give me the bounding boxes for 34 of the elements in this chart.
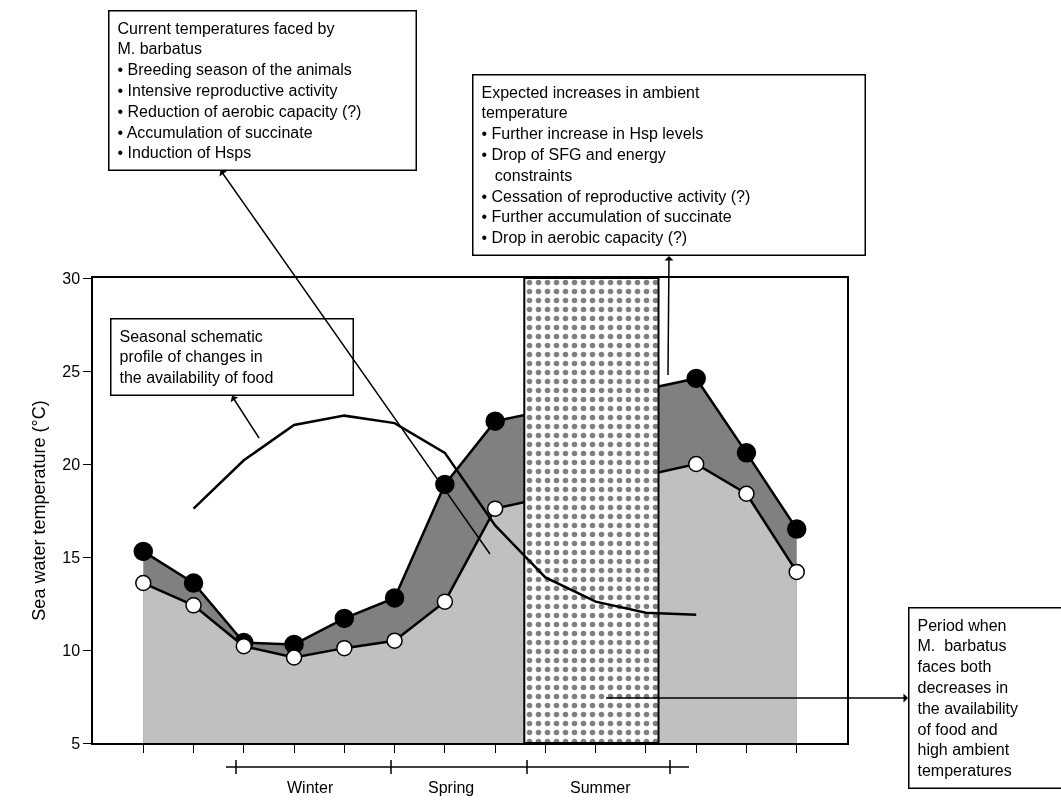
point	[687, 455, 705, 473]
point	[738, 485, 755, 502]
text: Current temperatures faced by M. barbatus • Breeding season of the animals • Intensive reproductive activity • Reduction of aerobic capacity (?) • Accumulation of succinate • Induction of Hsps	[117, 19, 362, 162]
point	[135, 574, 152, 592]
text: Winter	[287, 779, 334, 796]
point	[486, 500, 504, 517]
y-tick-label: 10	[62, 641, 81, 659]
point	[736, 443, 757, 463]
point	[334, 608, 355, 629]
point	[436, 593, 454, 610]
text: Summer	[570, 779, 632, 796]
text: Spring	[428, 779, 475, 796]
y-tick-label: 20	[62, 455, 81, 473]
y-tick-label: 25	[62, 362, 81, 380]
point	[285, 649, 303, 666]
point	[485, 411, 505, 431]
point	[686, 368, 706, 389]
text: Expected increases in ambient temperature • Further increase in Hsp levels • Drop of SFG and energy constraints • Cessation of reproductive activity (?) • Further accumulation of succinate • Drop in aerobic capacity (?)	[481, 83, 751, 247]
point	[786, 519, 807, 539]
point	[386, 632, 403, 649]
point	[185, 597, 202, 614]
point	[788, 563, 805, 581]
point	[133, 541, 154, 562]
y-tick-label: 15	[62, 548, 81, 566]
point	[384, 588, 405, 608]
annotation: Seasonal schematic profile of changes in the availability of food	[119, 327, 274, 387]
y-axis-title: Sea water temperature (°C)	[28, 400, 49, 621]
text: Period when M. barbatus faces both decreases in the availability of food and high ambient temperatures	[917, 616, 1018, 780]
y-tick-label: 30	[62, 269, 81, 287]
point	[183, 573, 204, 593]
point	[336, 639, 353, 657]
y-tick-label: 5	[71, 734, 81, 752]
point	[435, 474, 455, 495]
point	[235, 638, 253, 655]
